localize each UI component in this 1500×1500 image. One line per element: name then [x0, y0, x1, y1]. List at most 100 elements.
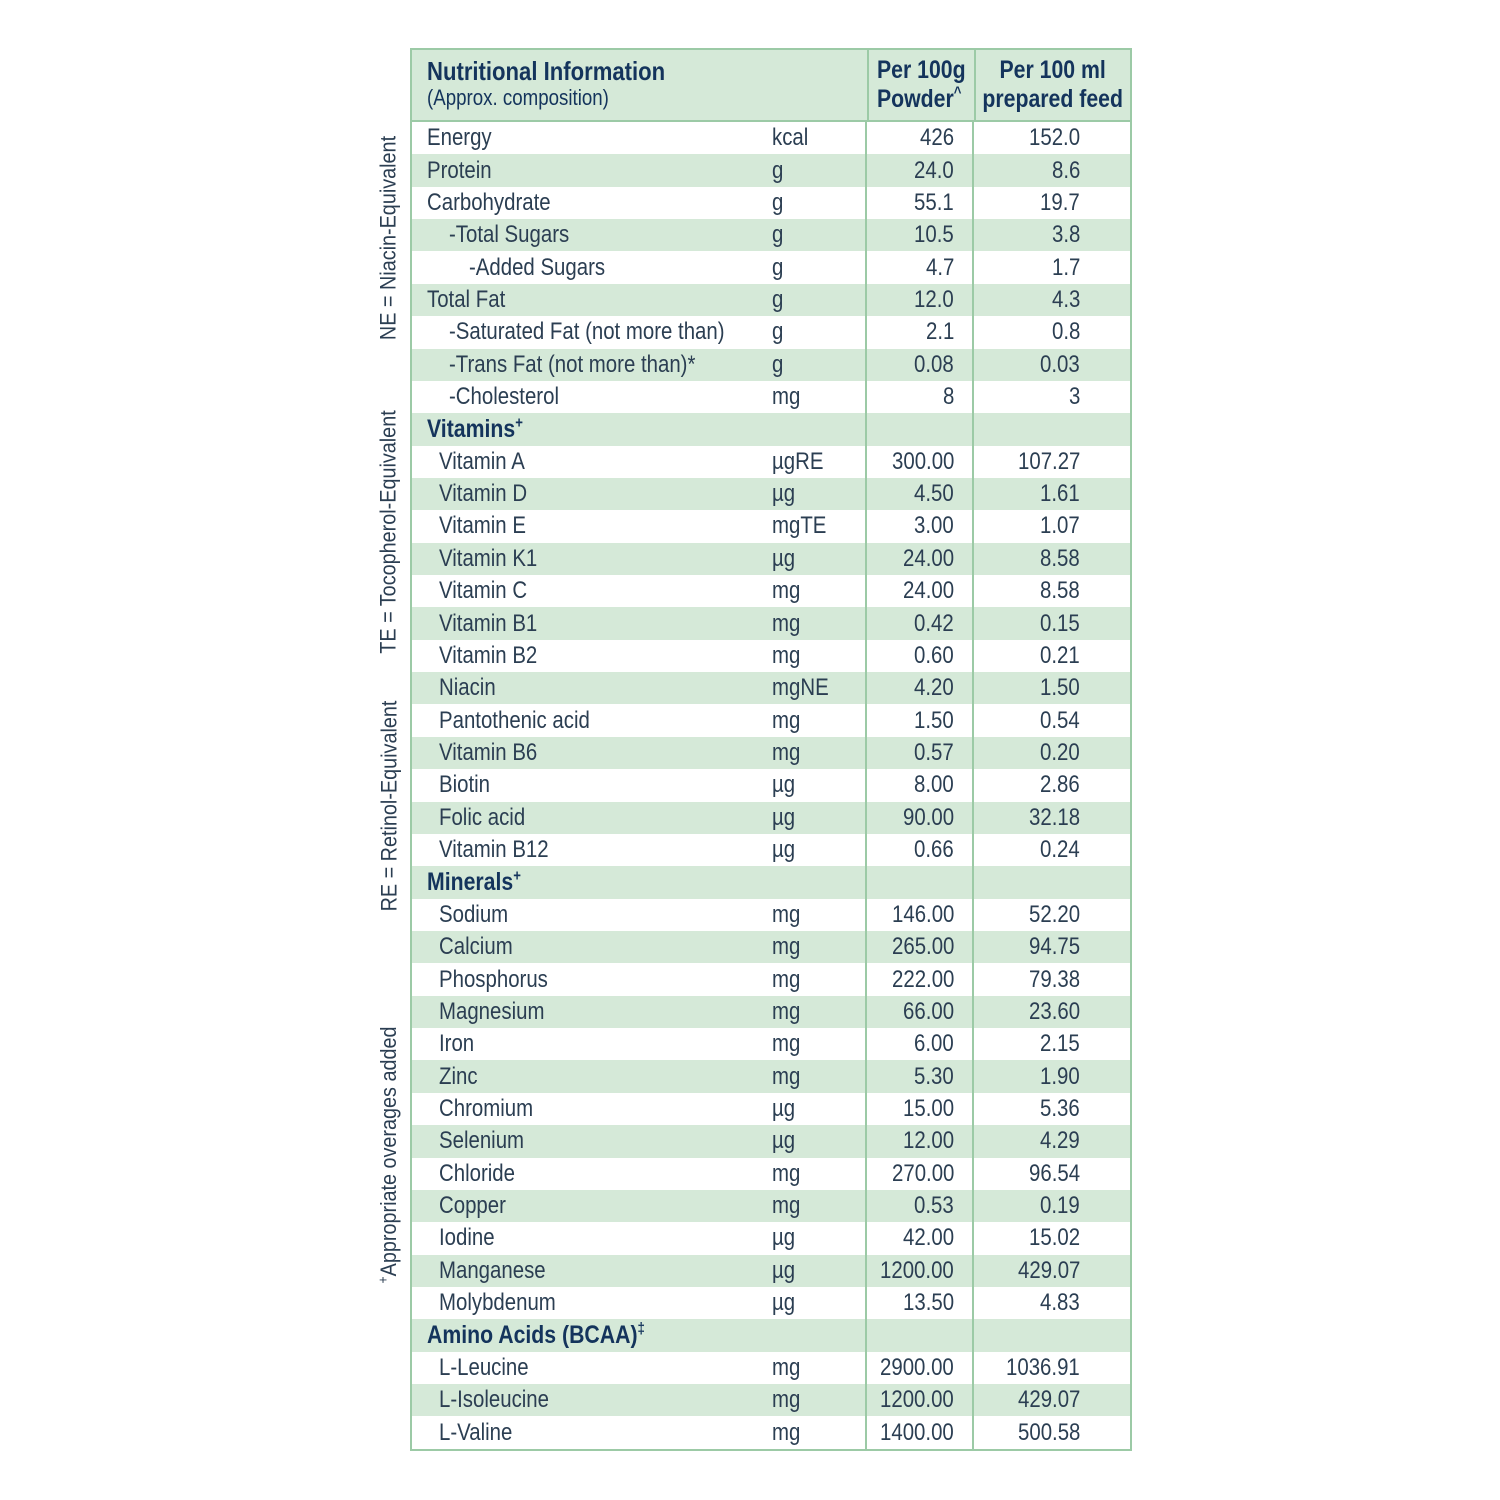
value-per-100g: 0.60	[914, 641, 954, 669]
row-name-cell: Chloride	[412, 1158, 770, 1190]
row-unit: µg	[772, 1256, 796, 1284]
value-per-100g: 270.00	[891, 1159, 954, 1187]
row-name: Chromium	[439, 1094, 534, 1122]
row-name-cell: -Trans Fat (not more than)*	[412, 349, 770, 381]
value-per-100ml: 1.90	[1040, 1062, 1080, 1090]
row-name: Iron	[439, 1030, 475, 1058]
table-row: -Cholesterol mg 8 3	[412, 380, 1130, 414]
row-name-cell: Niacin	[412, 672, 770, 704]
value-per-100ml: 0.20	[1040, 739, 1080, 766]
row-value-per-100g: 2900.00	[865, 1351, 972, 1385]
row-unit-cell: mgNE	[770, 672, 865, 704]
row-name-cell: Iodine	[412, 1222, 770, 1254]
value-per-100g: 0.08	[914, 350, 954, 378]
row-name-cell: Energy	[412, 122, 770, 154]
value-per-100g: 0.42	[914, 609, 954, 637]
value-per-100ml: 23.60	[1028, 997, 1080, 1025]
row-value-per-100g: 0.53	[865, 1189, 972, 1223]
row-name: Vitamin B2	[439, 641, 538, 669]
value-per-100ml: 1.50	[1040, 674, 1080, 702]
row-name-cell: Folic acid	[412, 802, 770, 834]
row-unit: mg	[772, 997, 801, 1025]
table-row: -Total Sugars g 10.5 3.8	[412, 219, 1130, 252]
row-name-cell: Vitamin K1	[412, 543, 770, 575]
row-name-cell: Pantothenic acid	[412, 704, 770, 736]
row-name-cell: Vitamin B6	[412, 737, 770, 769]
row-value-per-100g: 270.00	[865, 1157, 972, 1190]
row-name: Vitamin A	[439, 447, 525, 475]
row-unit-cell: µg	[770, 802, 865, 834]
row-name-cell: -Cholesterol	[412, 381, 770, 413]
value-per-100g: 90.00	[902, 803, 954, 831]
value-per-100g: 24.00	[902, 577, 954, 605]
row-value-per-100ml: 107.27	[972, 445, 1130, 478]
row-name-cell: -Saturated Fat (not more than)	[412, 316, 770, 348]
row-name-cell: Manganese	[412, 1255, 770, 1287]
header-per-100ml-line2: prepared feed	[982, 85, 1124, 113]
table-row: -Saturated Fat (not more than) g 2.1 0.8	[412, 316, 1130, 349]
row-unit: mg	[772, 609, 801, 637]
value-per-100g: 1200.00	[880, 1256, 954, 1284]
row-unit: µg	[772, 1127, 796, 1155]
side-note-text: TE = Tocopherol-Equivalent	[375, 410, 401, 654]
row-value-per-100g: 3.00	[865, 510, 972, 543]
value-per-100g: 146.00	[891, 900, 954, 928]
row-name-cell: -Added Sugars	[412, 251, 770, 283]
table-row: Vitamin K1 µg 24.00 8.58	[412, 542, 1130, 576]
row-name: Amino Acids (BCAA)‡	[427, 1320, 645, 1349]
row-unit: mg	[772, 1418, 801, 1446]
table-row: Vitamin C mg 24.00 8.58	[412, 575, 1130, 608]
value-per-100g: 15.00	[902, 1094, 954, 1122]
row-value-per-100ml	[972, 1319, 1130, 1352]
row-unit-cell: µg	[770, 1093, 865, 1125]
row-name: Folic acid	[439, 803, 526, 831]
row-unit-cell: mg	[770, 575, 865, 607]
row-value-per-100g: 222.00	[865, 963, 972, 996]
row-name: -Cholesterol	[449, 383, 559, 411]
row-value-per-100ml: 3	[972, 380, 1130, 414]
row-value-per-100g: 6.00	[865, 1028, 972, 1061]
table-row: Total Fat g 12.0 4.3	[412, 283, 1130, 317]
value-per-100ml: 32.18	[1028, 803, 1080, 831]
side-note-niacin-equivalent: NE = Niacin-Equivalent	[376, 133, 402, 343]
row-unit-cell: mg	[770, 1028, 865, 1060]
row-name: -Added Sugars	[469, 253, 606, 281]
row-unit: mg	[772, 1192, 801, 1220]
row-name-cell: L-Valine	[412, 1416, 770, 1448]
value-per-100ml: 5.36	[1040, 1094, 1080, 1122]
row-value-per-100ml: 3.8	[972, 219, 1130, 252]
row-unit-cell	[770, 866, 865, 898]
row-value-per-100g: 4.20	[865, 672, 972, 705]
row-unit: µg	[772, 1094, 796, 1122]
row-unit: mg	[772, 1353, 801, 1381]
row-name: Protein	[427, 156, 492, 184]
row-value-per-100ml: 0.8	[972, 316, 1130, 349]
section-header-row: Minerals+	[412, 866, 1130, 899]
section-header-row: Amino Acids (BCAA)‡	[412, 1319, 1130, 1352]
row-value-per-100ml	[972, 413, 1130, 446]
row-value-per-100ml: 4.3	[972, 283, 1130, 317]
row-name-cell: Phosphorus	[412, 963, 770, 995]
row-name: -Trans Fat (not more than)*	[449, 350, 696, 378]
row-name: L-Valine	[439, 1418, 513, 1446]
value-per-100ml: 8.58	[1040, 544, 1080, 572]
row-name-cell: Vitamin B2	[412, 640, 770, 672]
row-unit-cell: g	[770, 284, 865, 316]
row-value-per-100g: 0.60	[865, 639, 972, 673]
row-unit: g	[772, 188, 784, 216]
table-row: Iodine µg 42.00 15.02	[412, 1222, 1130, 1255]
row-unit-cell: g	[770, 219, 865, 251]
value-per-100g: 0.57	[914, 739, 954, 766]
value-per-100g: 1400.00	[880, 1418, 954, 1446]
row-unit-cell: g	[770, 349, 865, 381]
side-note-sup: +	[375, 1276, 391, 1284]
row-unit: mg	[772, 739, 801, 766]
row-value-per-100ml: 2.15	[972, 1028, 1130, 1061]
row-unit-cell: g	[770, 316, 865, 348]
table-row: Sodium mg 146.00 52.20	[412, 898, 1130, 931]
row-unit: g	[772, 221, 784, 249]
row-value-per-100g: 146.00	[865, 898, 972, 931]
row-name-cell: Vitamin C	[412, 575, 770, 607]
row-name: Molybdenum	[439, 1289, 556, 1317]
table-row: Vitamin A µgRE 300.00 107.27	[412, 445, 1130, 478]
